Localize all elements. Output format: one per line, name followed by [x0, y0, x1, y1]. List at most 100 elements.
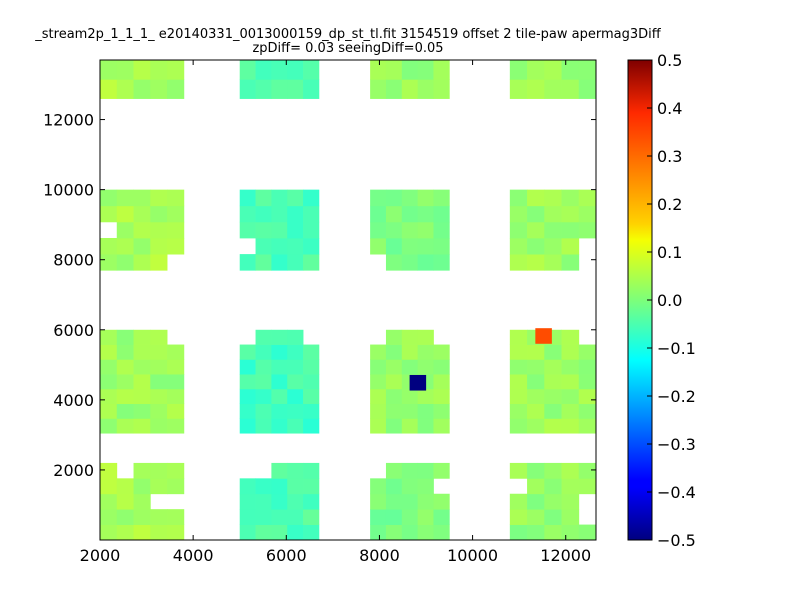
heatmap-cell — [401, 509, 419, 525]
heatmap-cell — [370, 79, 387, 99]
heatmap-cell — [167, 79, 185, 99]
heatmap-cell — [433, 254, 450, 271]
heatmap-cell — [527, 221, 545, 239]
heatmap-cell — [578, 524, 596, 540]
heatmap-cell — [417, 189, 434, 207]
heatmap-cell — [100, 237, 118, 255]
colorbar-tick-label: −0.4 — [657, 483, 696, 502]
heatmap-cell — [561, 493, 580, 510]
heatmap-cell — [271, 462, 288, 479]
heatmap-cell — [544, 462, 562, 479]
heatmap-cell — [509, 254, 528, 271]
heatmap-cell — [167, 374, 185, 390]
y-tick-label: 4000 — [53, 391, 94, 410]
heatmap-cell — [239, 493, 256, 510]
heatmap-cell — [133, 329, 151, 345]
heatmap-cell — [150, 205, 168, 223]
heatmap-cell — [255, 493, 272, 510]
heatmap-cell — [100, 254, 118, 271]
heatmap-cell — [561, 388, 580, 405]
heatmap-cell — [100, 418, 118, 434]
heatmap-cell — [509, 374, 528, 390]
heatmap-cell — [370, 344, 387, 360]
heatmap-cell — [100, 493, 118, 510]
heatmap-cell — [509, 403, 528, 419]
heatmap-cell — [370, 237, 387, 255]
heatmap-cell — [271, 418, 288, 434]
heatmap-cell — [133, 79, 151, 99]
heatmap-cell — [133, 254, 151, 271]
heatmap-cell — [271, 509, 288, 525]
heatmap-cell — [433, 344, 450, 360]
heatmap-cell — [167, 237, 185, 255]
heatmap-cell — [239, 374, 256, 390]
heatmap-cell — [303, 388, 320, 405]
heatmap-cell — [271, 79, 288, 99]
heatmap-cell — [561, 524, 580, 540]
heatmap-cell — [239, 60, 256, 80]
heatmap-cell — [561, 403, 580, 419]
heatmap-cell — [385, 524, 403, 540]
heatmap-cell — [255, 60, 272, 80]
heatmap-cell — [303, 60, 320, 80]
heatmap-cell — [509, 462, 528, 479]
heatmap-cell — [509, 60, 528, 80]
heatmap-cell — [255, 418, 272, 434]
heatmap-cell — [239, 509, 256, 525]
heatmap-cell — [271, 524, 288, 540]
heatmap-cell — [527, 462, 545, 479]
heatmap-cell — [527, 524, 545, 540]
heatmap-cell — [433, 60, 450, 80]
heatmap-cell — [303, 254, 320, 271]
heatmap-cell — [150, 374, 168, 390]
heatmap-cell — [167, 189, 185, 207]
heatmap-cell — [401, 344, 419, 360]
colorbar-tick-label: −0.5 — [657, 531, 696, 550]
heatmap-cell — [239, 221, 256, 239]
heatmap-cell — [287, 329, 304, 345]
heatmap-cell — [116, 254, 134, 271]
heatmap-cell — [255, 388, 272, 405]
heatmap-cell — [100, 329, 118, 345]
heatmap-cell — [417, 254, 434, 271]
heatmap-cell — [433, 388, 450, 405]
heatmap-cell — [401, 493, 419, 510]
heatmap-cell — [401, 79, 419, 99]
heatmap-cell — [133, 388, 151, 405]
colorbar-tick-label: −0.1 — [657, 339, 696, 358]
heatmap-cell — [239, 418, 256, 434]
heatmap-cell — [544, 493, 562, 510]
heatmap-cell — [527, 374, 545, 390]
heatmap-cell — [303, 403, 320, 419]
heatmap-cell — [287, 403, 304, 419]
heatmap-cell — [527, 79, 545, 99]
heatmap-cell — [417, 493, 434, 510]
heatmap-cell — [287, 374, 304, 390]
heatmap-cell — [527, 418, 545, 434]
heatmap-cell — [509, 79, 528, 99]
heatmap-cell — [303, 374, 320, 390]
colorbar-tick-label: 0.2 — [657, 195, 682, 214]
heatmap-cell — [100, 403, 118, 419]
heatmap-cell — [255, 509, 272, 525]
heatmap-cell — [370, 189, 387, 207]
heatmap-cell — [578, 344, 596, 360]
heatmap-cell — [433, 221, 450, 239]
heatmap-cell — [303, 79, 320, 99]
heatmap-cell — [385, 374, 403, 390]
heatmap-cell — [578, 359, 596, 375]
heatmap-cell — [385, 509, 403, 525]
heatmap-cell — [385, 359, 403, 375]
heatmap-cell — [167, 344, 185, 360]
heatmap-cell — [287, 359, 304, 375]
heatmap-cell — [544, 418, 562, 434]
heatmap-cell — [167, 524, 185, 540]
x-tick-label: 6000 — [266, 546, 307, 565]
heatmap-cell — [417, 388, 434, 405]
heatmap-cell — [527, 509, 545, 525]
heatmap-cell — [527, 388, 545, 405]
heatmap-cell — [527, 254, 545, 271]
heatmap-cell — [255, 359, 272, 375]
heatmap-cell — [417, 418, 434, 434]
